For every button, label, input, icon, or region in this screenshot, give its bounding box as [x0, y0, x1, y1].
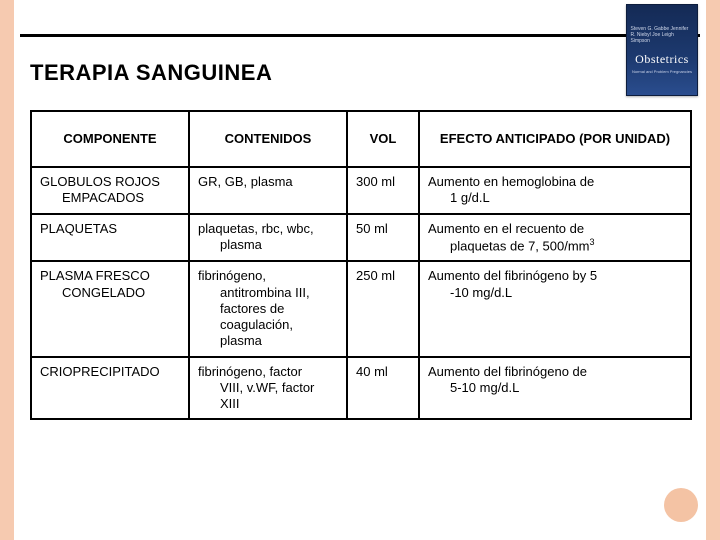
component-cell: PLASMA FRESCO CONGELADO — [31, 261, 189, 356]
contents-first-line: plaquetas, rbc, wbc, — [198, 221, 314, 236]
effect-line: 5-10 mg/d.L — [428, 380, 682, 396]
vol-cell: 300 ml — [347, 167, 419, 214]
contents-cell: fibrinógeno, antitrombina III,factores de… — [189, 261, 347, 356]
contents-first-line: GR, GB, plasma — [198, 174, 293, 189]
logo-subtitle: Normal and Problem Pregnancies — [631, 69, 694, 74]
effect-line: -10 mg/d.L — [428, 285, 682, 301]
component-line2: CONGELADO — [40, 285, 180, 301]
blood-therapy-table: COMPONENTE CONTENIDOS VOL EFECTO ANTICIP… — [30, 110, 692, 420]
effect-first-line: Aumento del fibrinógeno by 5 — [428, 268, 597, 283]
contents-line: XIII — [198, 396, 338, 412]
effect-line: plaquetas de 7, 500/mm3 — [428, 237, 682, 255]
contents-line: antitrombina III, — [198, 285, 338, 301]
table-row: GLOBULOS ROJOSEMPACADOS GR, GB, plasma 300… — [31, 167, 691, 214]
page-title: TERAPIA SANGUINEA — [30, 60, 272, 86]
contents-cell: fibrinógeno, factorVIII, v.WF, factorXII… — [189, 357, 347, 420]
contents-cell: GR, GB, plasma — [189, 167, 347, 214]
component-line1: PLAQUETAS — [40, 221, 117, 236]
right-accent-bar — [706, 0, 720, 540]
effect-line: 1 g/d.L — [428, 190, 682, 206]
component-cell: CRIOPRECIPITADO — [31, 357, 189, 420]
contents-cell: plaquetas, rbc, wbc,plasma — [189, 214, 347, 262]
effect-cell: Aumento del fibrinógeno de5-10 mg/d.L — [419, 357, 691, 420]
effect-first-line: Aumento en hemoglobina de — [428, 174, 594, 189]
component-cell: PLAQUETAS — [31, 214, 189, 262]
col-header-vol: VOL — [347, 111, 419, 167]
col-header-component: COMPONENTE — [31, 111, 189, 167]
col-header-contents: CONTENIDOS — [189, 111, 347, 167]
effect-cell: Aumento en el recuento deplaquetas de 7,… — [419, 214, 691, 262]
logo-authors: Steven G. Gabbe Jennifer R. Niebyl Joe L… — [631, 26, 694, 44]
effect-first-line: Aumento del fibrinógeno de — [428, 364, 587, 379]
contents-line: coagulación, — [198, 317, 338, 333]
vol-cell: 250 ml — [347, 261, 419, 356]
table-row: PLASMA FRESCO CONGELADO fibrinógeno, antitr… — [31, 261, 691, 356]
book-cover-thumbnail: Steven G. Gabbe Jennifer R. Niebyl Joe L… — [626, 4, 698, 96]
component-line1: GLOBULOS ROJOS — [40, 174, 160, 189]
contents-line: plasma — [198, 237, 338, 253]
table-header-row: COMPONENTE CONTENIDOS VOL EFECTO ANTICIP… — [31, 111, 691, 167]
left-accent-bar — [0, 0, 14, 540]
contents-line: VIII, v.WF, factor — [198, 380, 338, 396]
decorative-circle — [664, 488, 698, 522]
top-horizontal-rule — [20, 34, 700, 37]
component-line2: EMPACADOS — [40, 190, 180, 206]
logo-title: Obstetrics — [635, 52, 689, 67]
contents-line: factores de — [198, 301, 338, 317]
contents-line: plasma — [198, 333, 338, 349]
table-row: PLAQUETASplaquetas, rbc, wbc,plasma50 ml… — [31, 214, 691, 262]
component-line1: CRIOPRECIPITADO — [40, 364, 160, 379]
effect-cell: Aumento en hemoglobina de1 g/d.L — [419, 167, 691, 214]
contents-first-line: fibrinógeno, — [198, 268, 266, 283]
effect-superscript: 3 — [589, 237, 594, 247]
vol-cell: 40 ml — [347, 357, 419, 420]
component-line1: PLASMA FRESCO — [40, 268, 150, 283]
table-row: CRIOPRECIPITADO fibrinógeno, factorVIII, … — [31, 357, 691, 420]
col-header-effect: EFECTO ANTICIPADO (POR UNIDAD) — [419, 111, 691, 167]
effect-first-line: Aumento en el recuento de — [428, 221, 584, 236]
component-cell: GLOBULOS ROJOSEMPACADOS — [31, 167, 189, 214]
contents-first-line: fibrinógeno, factor — [198, 364, 302, 379]
table-body: GLOBULOS ROJOSEMPACADOS GR, GB, plasma 300… — [31, 167, 691, 419]
vol-cell: 50 ml — [347, 214, 419, 262]
effect-cell: Aumento del fibrinógeno by 5 -10 mg/d.L — [419, 261, 691, 356]
